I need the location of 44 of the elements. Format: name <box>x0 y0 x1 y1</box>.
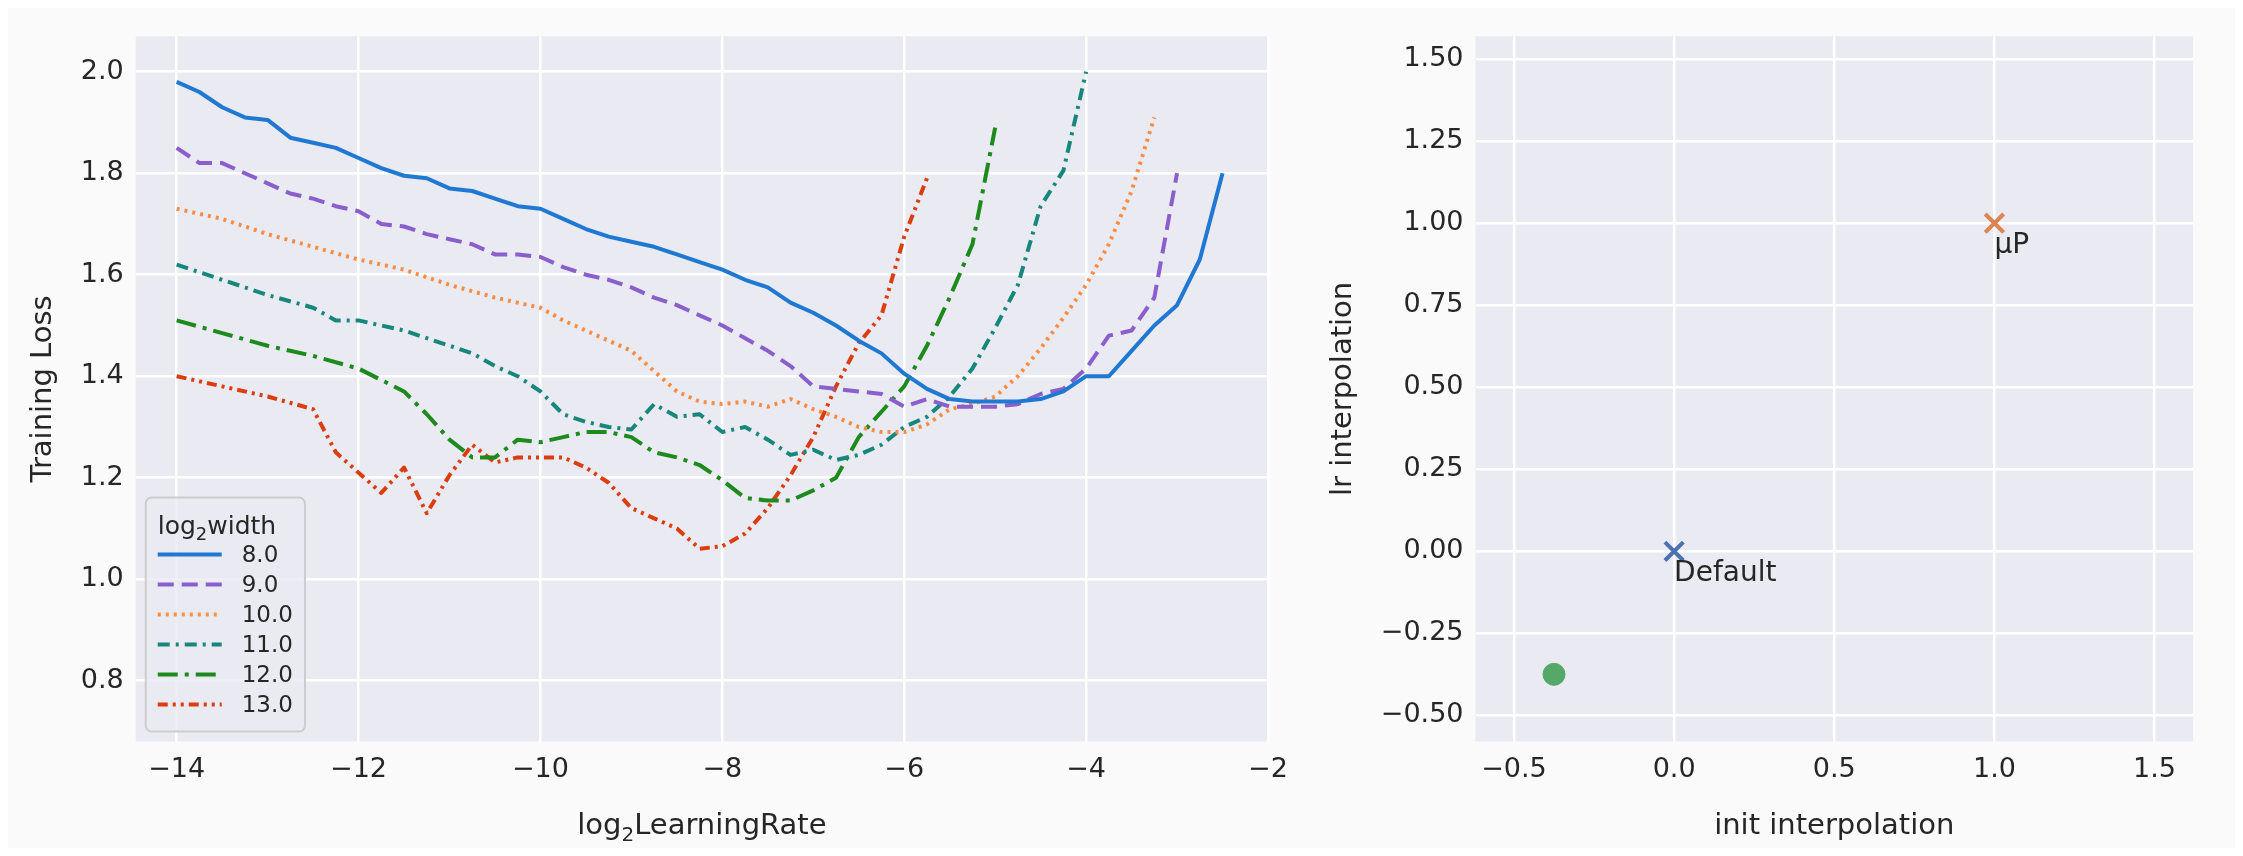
x-tick-label: 0.0 <box>1652 751 1696 783</box>
y-tick-label: 2.0 <box>80 53 124 85</box>
line-series <box>174 145 1180 409</box>
legend-label: 12.0 <box>241 660 293 687</box>
y-tick-label: 1.25 <box>1403 123 1464 155</box>
x-tick-label: −14 <box>148 751 206 783</box>
y-tick-label: 0.00 <box>1403 533 1464 565</box>
legend-label: 13.0 <box>241 690 293 717</box>
line-series <box>174 115 1157 435</box>
y-tick-label: 0.50 <box>1403 369 1464 401</box>
legend-label: 11.0 <box>241 630 293 657</box>
y-tick-label: 1.4 <box>80 358 124 390</box>
x-tick-label: 1.5 <box>2133 751 2177 783</box>
y-tick-label: 1.2 <box>80 459 124 491</box>
legend-label: 8.0 <box>241 540 279 567</box>
legend-label: 9.0 <box>241 570 279 597</box>
x-tick-label: −12 <box>330 751 388 783</box>
x-tick-label: −8 <box>702 751 743 783</box>
y-tick-label: 0.25 <box>1403 451 1464 483</box>
line-series <box>174 125 998 503</box>
x-tick-label: 0.5 <box>1812 751 1856 783</box>
y-tick-label: −0.25 <box>1380 615 1464 647</box>
y-tick-label: 1.0 <box>80 561 124 593</box>
annotation: Default <box>1674 555 1777 589</box>
x-tick-label: 1.0 <box>1972 751 2016 783</box>
point <box>1542 662 1566 686</box>
y-tick-label: 1.00 <box>1403 205 1464 237</box>
y-tick-label: 1.50 <box>1403 41 1464 73</box>
legend-label: 10.0 <box>241 600 293 627</box>
y-tick-label: −0.50 <box>1380 697 1464 729</box>
x-tick-label: −0.5 <box>1481 751 1547 783</box>
annotation: μP <box>1994 227 2030 261</box>
line-series <box>174 69 1089 462</box>
y-tick-label: 0.75 <box>1403 287 1464 319</box>
x-tick-label: −10 <box>511 751 569 783</box>
y-axis-title: Training Loss <box>23 295 58 484</box>
x-tick-label: −6 <box>884 751 925 783</box>
x-tick-label: −2 <box>1248 751 1288 783</box>
y-axis-title: lr interpolation <box>1323 281 1358 497</box>
x-tick-label: −4 <box>1066 751 1107 783</box>
y-tick-label: 1.6 <box>80 256 124 288</box>
y-tick-label: 0.8 <box>80 662 124 694</box>
x-axis-title: init interpolation <box>1714 807 1955 841</box>
y-tick-label: 1.8 <box>80 155 124 187</box>
